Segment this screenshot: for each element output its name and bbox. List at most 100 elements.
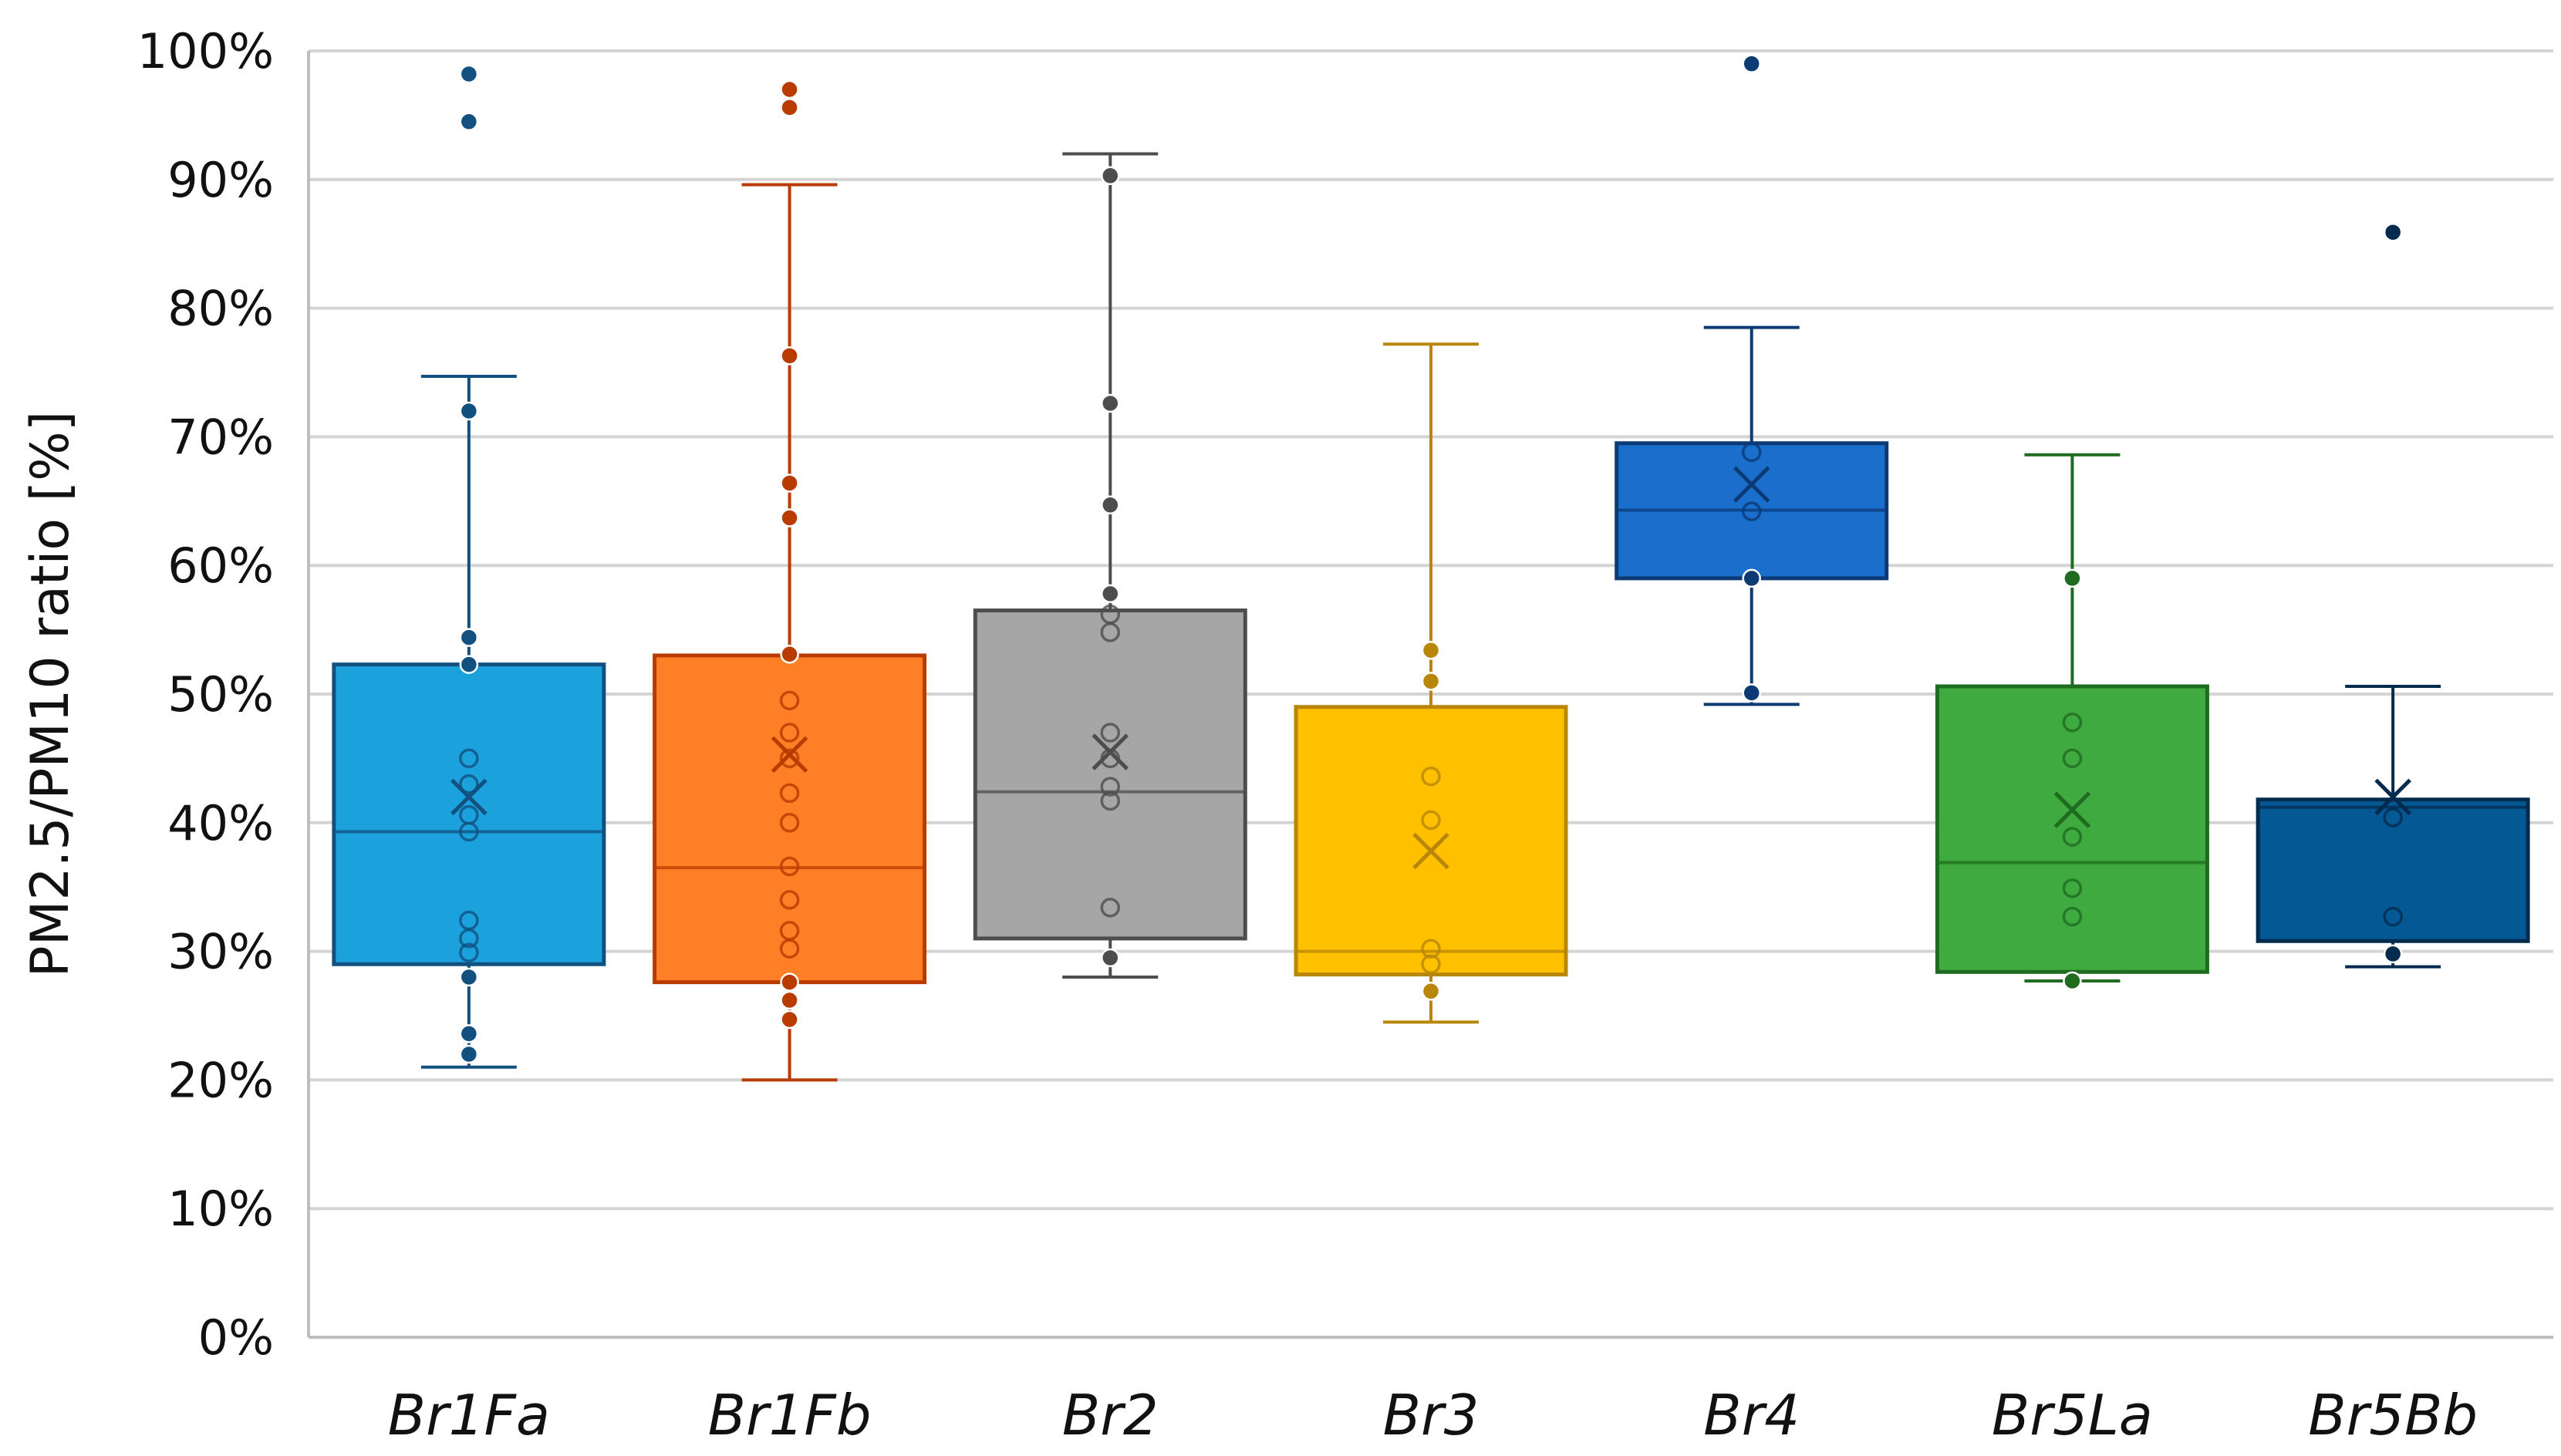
data-point [1100,777,1121,797]
data-point [2062,712,2083,733]
data-point [459,628,479,647]
y-tick-label: 20% [167,1052,274,1108]
outlier-point [780,79,799,99]
y-tick-label: 100% [137,23,274,79]
data-point [1100,604,1121,625]
data-point [459,1044,479,1064]
data-point [459,942,479,963]
outlier-point [780,98,799,117]
y-tick-label: 30% [167,924,274,980]
x-tick-label: Br5Bb [2308,1383,2478,1448]
outlier-point [2383,222,2403,242]
iqr-box [973,608,1247,941]
data-point [1421,767,1441,787]
data-point [459,401,479,421]
mean-marker [1092,733,1129,770]
y-tick-label: 90% [167,152,274,208]
box-br5la [1935,453,2209,991]
mean-marker [771,736,808,774]
mean-marker [2374,778,2411,816]
x-tick-label: Br1Fb [708,1383,872,1448]
data-point [780,346,799,366]
data-point [1101,393,1120,413]
data-point [2383,944,2403,964]
box-br2 [973,152,1247,979]
y-axis-title: PM2.5/PM10 ratio [%] [20,411,81,978]
data-point [780,508,799,527]
data-point [779,921,800,941]
data-point [780,474,799,493]
box-br4 [1615,54,1889,706]
data-point [780,1009,799,1030]
data-point [2383,807,2403,827]
data-point [459,655,479,674]
box-series [332,54,2530,1082]
data-point [2062,748,2083,769]
data-point [459,805,479,825]
x-tick-label: Br1Fa [388,1383,550,1448]
data-point [2383,906,2403,927]
data-point [780,990,799,1010]
data-point [779,748,800,769]
mean-marker [1733,466,1770,503]
x-tick-label: Br5La [1992,1383,2153,1448]
axis-labels: 0% 10% 20% 30% 40% 50% 60% 70% 80% 90% 100% Br1Fa Br… [137,23,2478,1448]
data-point [779,690,800,711]
data-point [459,774,479,794]
data-point [1421,672,1441,691]
box-br3 [1294,342,1568,1024]
data-point [779,723,800,743]
mean-marker [450,778,488,816]
data-point [779,783,800,804]
data-point [1101,495,1120,515]
data-point [1421,939,1441,959]
data-point [1421,954,1441,975]
data-point [779,890,800,910]
data-point [459,910,479,931]
data-point [1101,948,1120,968]
box-br1fb [653,79,927,1082]
iqr-box [1294,705,1568,977]
y-tick-label: 0% [198,1309,274,1366]
y-tick-label: 10% [167,1181,274,1237]
data-point [1742,568,1761,588]
mean-marker [1412,832,1449,870]
iqr-box [653,653,927,985]
y-tick-label: 40% [167,795,274,851]
iqr-box [332,662,606,966]
data-point [1101,584,1120,604]
x-tick-label: Br2 [1062,1383,1159,1448]
data-point [780,645,799,664]
outlier-point [1742,54,1761,73]
data-point [1421,810,1441,831]
x-tick-label: Br3 [1383,1383,1480,1448]
data-point [1741,501,1762,521]
data-point [2062,906,2083,927]
data-point [1421,982,1441,1001]
data-point [2062,878,2083,898]
data-point [779,813,800,833]
box-br5bb [2256,222,2530,969]
mean-marker [2053,791,2091,828]
data-point [459,967,479,987]
data-point [459,748,479,769]
outlier-point [459,112,479,131]
y-tick-label: 80% [167,281,274,337]
data-point [1100,898,1121,918]
data-point [459,1024,479,1043]
data-point [779,856,800,877]
data-point [2063,971,2082,991]
data-point [1742,683,1761,703]
data-point [2062,827,2083,847]
data-point [1100,723,1121,743]
outlier-point [459,64,479,84]
data-point [1741,442,1762,463]
x-tick-label: Br4 [1703,1383,1800,1448]
box-br1fa [332,64,606,1069]
y-tick-label: 50% [167,666,274,723]
data-point [1100,790,1121,811]
data-point [1101,166,1120,186]
y-tick-label: 70% [167,409,274,465]
